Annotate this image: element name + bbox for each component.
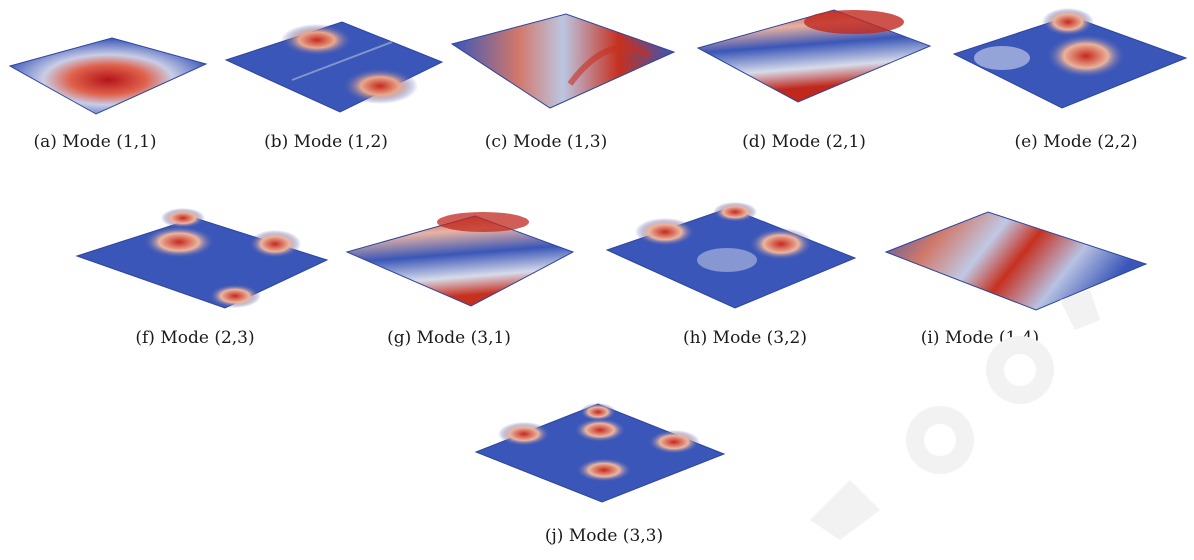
caption-a: (a) Mode (1,1) bbox=[33, 132, 157, 152]
caption-e: (e) Mode (2,2) bbox=[1014, 132, 1138, 152]
mode-3-1-surface bbox=[345, 212, 575, 307]
panel-a: (a) Mode (1,1) bbox=[0, 0, 230, 170]
mode-2-1-surface bbox=[696, 9, 932, 103]
caption-f: (f) Mode (2,3) bbox=[135, 328, 255, 348]
panel-e: (e) Mode (2,2) bbox=[950, 0, 1194, 170]
caption-d: (d) Mode (2,1) bbox=[742, 132, 866, 152]
mode-2-2-surface bbox=[952, 8, 1188, 109]
caption-i: (i) Mode (1,4) bbox=[920, 328, 1040, 348]
caption-h: (h) Mode (3,2) bbox=[683, 328, 807, 348]
mode-1-4-surface bbox=[884, 211, 1148, 311]
panel-c: (c) Mode (1,3) bbox=[450, 0, 690, 170]
panel-b: (b) Mode (1,2) bbox=[222, 0, 462, 170]
caption-b: (b) Mode (1,2) bbox=[264, 132, 388, 152]
caption-c: (c) Mode (1,3) bbox=[484, 132, 608, 152]
mode-3-3-surface bbox=[474, 403, 726, 503]
panel-i: (i) Mode (1,4) bbox=[884, 200, 1154, 370]
mode-3-2-surface bbox=[605, 202, 857, 309]
caption-g: (g) Mode (3,1) bbox=[387, 328, 511, 348]
panel-d: (d) Mode (2,1) bbox=[694, 0, 934, 170]
panel-j: (j) Mode (3,3) bbox=[474, 398, 734, 560]
panel-h: (h) Mode (3,2) bbox=[605, 200, 865, 370]
caption-j: (j) Mode (3,3) bbox=[544, 526, 664, 546]
mode-1-2-surface bbox=[224, 21, 444, 113]
panel-g: (g) Mode (3,1) bbox=[345, 200, 585, 370]
panel-f: (f) Mode (2,3) bbox=[75, 200, 335, 370]
mode-1-1-surface bbox=[8, 37, 208, 115]
mode-1-3-surface bbox=[450, 13, 676, 109]
mode-2-3-surface bbox=[75, 208, 329, 309]
